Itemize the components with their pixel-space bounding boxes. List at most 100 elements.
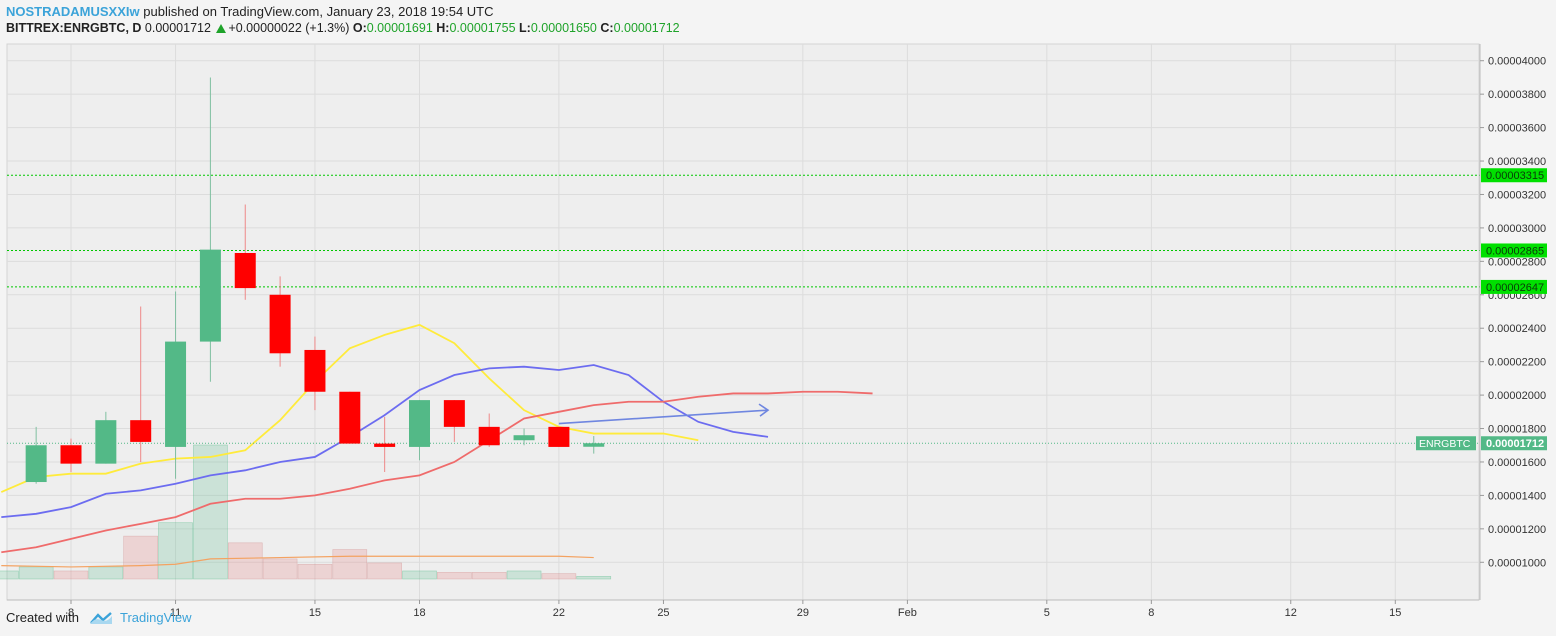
created-with-text: Created with bbox=[6, 610, 79, 625]
volume-bar bbox=[227, 542, 263, 580]
ma-line bbox=[0, 323, 699, 493]
candle bbox=[25, 426, 47, 484]
candle-body bbox=[548, 426, 570, 447]
volume-bar bbox=[193, 444, 228, 580]
volume-bar bbox=[18, 566, 54, 580]
time-tick-label: Feb bbox=[898, 607, 917, 619]
volume-ma-line bbox=[1, 555, 594, 568]
candle bbox=[583, 436, 605, 454]
close-label: C: bbox=[600, 21, 614, 35]
level-badge bbox=[1481, 243, 1547, 258]
low-label: L: bbox=[519, 21, 531, 35]
volume-bar bbox=[53, 570, 89, 580]
candle-body bbox=[199, 249, 221, 342]
candle-body bbox=[304, 349, 326, 392]
chart-header: NOSTRADAMUSXXIw published on TradingView… bbox=[6, 3, 1546, 37]
candle-body bbox=[443, 400, 465, 427]
symbol-line: BITTREX:ENRGBTC, D 0.00001712 +0.0000002… bbox=[6, 20, 1546, 37]
candle-body bbox=[374, 443, 396, 447]
time-tick-label: 8 bbox=[68, 607, 74, 619]
candle bbox=[269, 276, 291, 367]
price-tick-label: 0.00001800 bbox=[1488, 424, 1546, 436]
price-tick-label: 0.00003200 bbox=[1488, 189, 1546, 201]
volume-bar bbox=[0, 570, 19, 580]
high-label: H: bbox=[436, 21, 450, 35]
up-arrow-icon bbox=[216, 24, 227, 33]
price-tick-label: 0.00001400 bbox=[1488, 490, 1546, 502]
volume-bar bbox=[506, 570, 542, 580]
candle-body bbox=[130, 420, 152, 442]
candle-body bbox=[478, 426, 500, 446]
time-tick-label: 5 bbox=[1044, 607, 1050, 619]
level-badge bbox=[1481, 168, 1547, 183]
price-tick-label: 0.00003000 bbox=[1488, 223, 1546, 235]
candle-body bbox=[513, 435, 535, 441]
candle bbox=[548, 426, 570, 447]
price-tick-label: 0.00004000 bbox=[1488, 56, 1546, 68]
volume-bar bbox=[158, 522, 193, 580]
volume-bar bbox=[88, 566, 124, 580]
volume-bar bbox=[262, 558, 298, 580]
candle-body bbox=[60, 445, 82, 464]
trend-arrow-head-icon bbox=[758, 403, 770, 417]
level-badge-label: 0.00003315 bbox=[1486, 170, 1544, 182]
high-value: 0.00001755 bbox=[449, 21, 516, 35]
time-tick-label: 12 bbox=[1285, 607, 1297, 619]
last-price-text: 0.00001712 bbox=[144, 21, 211, 35]
candle bbox=[60, 438, 82, 472]
price-tick-label: 0.00001000 bbox=[1488, 557, 1546, 569]
volume-bar bbox=[367, 562, 402, 580]
candle-body bbox=[339, 391, 361, 444]
price-tick-label: 0.00003400 bbox=[1488, 156, 1546, 168]
author-link[interactable]: NOSTRADAMUSXXIw bbox=[6, 4, 140, 19]
candle-body bbox=[25, 445, 47, 483]
candle bbox=[234, 204, 256, 300]
candle-body bbox=[409, 400, 430, 447]
volume-bar bbox=[297, 563, 333, 580]
time-tick-label: 29 bbox=[797, 607, 809, 619]
candle-body bbox=[95, 420, 117, 464]
change-text: +0.00000022 (+1.3%) bbox=[228, 21, 350, 35]
price-axis bbox=[1480, 44, 1556, 600]
level-badge bbox=[1481, 279, 1547, 294]
low-value: 0.00001650 bbox=[530, 21, 597, 35]
symbol-interval: BITTREX:ENRGBTC, D bbox=[6, 21, 142, 35]
price-tick-label: 0.00002200 bbox=[1488, 357, 1546, 369]
time-tick-label: 15 bbox=[309, 607, 321, 619]
symbol-tag bbox=[1416, 436, 1476, 451]
candle bbox=[165, 291, 187, 479]
published-text: published on TradingView.com, January 23… bbox=[143, 4, 494, 19]
candle-body bbox=[583, 443, 605, 447]
time-tick-label: 11 bbox=[170, 607, 181, 619]
price-tick-label: 0.00002000 bbox=[1488, 390, 1546, 402]
candle bbox=[443, 400, 465, 442]
volume-bar bbox=[471, 571, 507, 580]
level-badge-label: 0.00002865 bbox=[1486, 245, 1544, 257]
candle-body bbox=[234, 252, 256, 289]
candle bbox=[304, 336, 326, 411]
level-badge-label: 0.00002647 bbox=[1486, 282, 1544, 294]
price-tick-label: 0.00001200 bbox=[1488, 524, 1546, 536]
trend-arrow-line bbox=[558, 409, 769, 425]
open-value: 0.00001691 bbox=[366, 21, 433, 35]
plot-area bbox=[6, 43, 1480, 601]
price-tick-label: 0.00003800 bbox=[1488, 89, 1546, 101]
candle bbox=[339, 391, 361, 444]
price-tick-label: 0.00002800 bbox=[1488, 256, 1546, 268]
publish-line: NOSTRADAMUSXXIw published on TradingView… bbox=[6, 3, 1546, 20]
tradingview-logo-icon bbox=[89, 612, 112, 624]
tradingview-link[interactable]: TradingView bbox=[120, 610, 192, 625]
last-price-label: 0.00001712 bbox=[1486, 438, 1544, 450]
time-tick-label: 8 bbox=[1148, 607, 1154, 619]
close-value: 0.00001712 bbox=[613, 21, 680, 35]
candle bbox=[513, 428, 535, 446]
volume-bar bbox=[332, 549, 368, 580]
ma-line bbox=[1, 364, 769, 519]
symbol-tag-label: ENRGBTC bbox=[1419, 438, 1471, 450]
candle bbox=[374, 416, 396, 472]
candle bbox=[478, 413, 500, 447]
candle bbox=[409, 400, 430, 461]
price-tick-label: 0.00002400 bbox=[1488, 323, 1546, 335]
volume-bar bbox=[576, 576, 612, 580]
